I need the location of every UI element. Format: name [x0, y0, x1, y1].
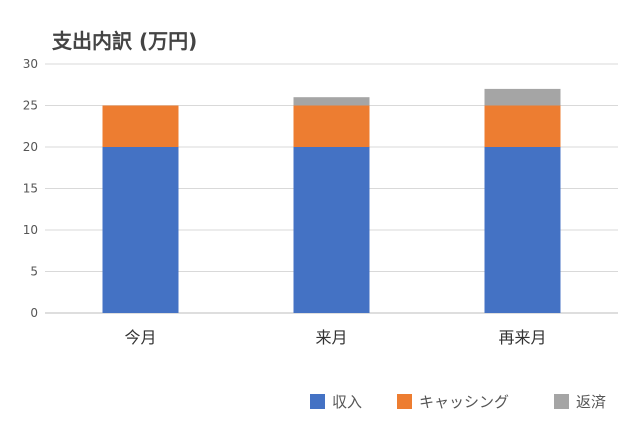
bar-segment-0-0 [102, 147, 179, 313]
x-tick-label: 今月 [124, 328, 156, 347]
chart-title: 支出内訳 (万円) [52, 29, 197, 53]
x-tick-label: 来月 [315, 328, 347, 347]
bars [102, 88, 561, 313]
bar-segment-0-1 [293, 147, 370, 313]
legend-label: キャッシング [419, 393, 509, 411]
bar-segment-2-2 [484, 88, 561, 106]
y-tick-label: 15 [23, 182, 38, 196]
bar-segment-1-0 [102, 105, 179, 147]
y-tick-label: 0 [30, 306, 38, 320]
bar-segment-1-1 [293, 105, 370, 147]
bar-segment-0-2 [484, 147, 561, 313]
legend-label: 返済 [576, 393, 606, 411]
y-tick-label: 10 [23, 223, 38, 237]
bar-segment-2-1 [293, 97, 370, 106]
x-axis-ticks: 今月 来月 再来月 [124, 328, 546, 347]
y-tick-label: 30 [23, 57, 38, 71]
legend-label: 収入 [332, 393, 362, 411]
legend-swatch [310, 394, 325, 409]
legend-swatch [554, 394, 569, 409]
legend: 収入 キャッシング 返済 [310, 393, 606, 411]
y-axis-ticks: 0 5 10 15 20 25 30 [23, 57, 38, 320]
legend-swatch [397, 394, 412, 409]
x-tick-label: 再来月 [498, 328, 546, 347]
y-tick-label: 25 [23, 99, 38, 113]
bar-segment-1-2 [484, 105, 561, 147]
y-tick-label: 20 [23, 140, 38, 154]
y-tick-label: 5 [30, 265, 38, 279]
